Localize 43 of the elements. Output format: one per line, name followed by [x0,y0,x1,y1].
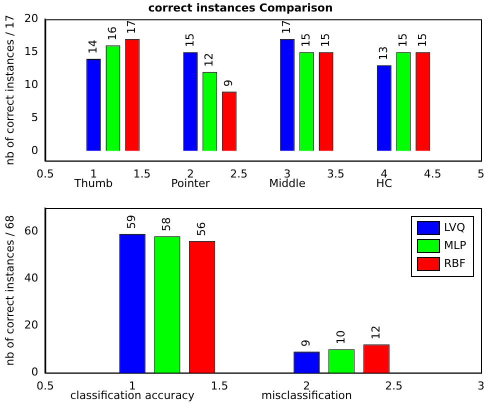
x-tick-label: 1.5 [133,167,151,180]
data-label: 58 [160,217,174,232]
data-label: 12 [202,52,216,67]
x-tick-label: 2.5 [230,167,248,180]
data-label: 15 [183,33,196,48]
x-tick-label: 5 [478,167,484,180]
data-label: 16 [106,26,119,41]
data-label: 9 [300,340,313,347]
y-tick-label: 20 [24,12,38,26]
x-tick-label: 3 [478,379,484,392]
y-tick-label: 0 [31,366,38,379]
x-tick-label: 3.5 [326,167,344,180]
x-tick-label: 2.5 [385,379,403,392]
x-tick-label: 1.5 [210,379,228,392]
y-tick-label: 0 [31,144,38,157]
y-tick-label: 40 [24,271,38,284]
data-label: 17 [125,20,138,34]
legend-label: MLP [444,238,467,252]
data-label: 15 [318,33,332,48]
data-label: 13 [377,46,390,60]
x-tick-label: 4.5 [424,167,442,180]
data-label: 15 [416,33,429,48]
y-tick-label: 10 [24,78,38,91]
y-axis-title: nb of correct instances / 68 [3,215,16,366]
y-tick-label: 5 [31,110,38,124]
data-label: 15 [396,33,410,48]
legend-label: LVQ [444,220,466,234]
x-tick-label: 0.5 [36,379,54,392]
data-label: 17 [280,20,294,34]
data-label: 12 [369,326,382,340]
data-label: 10 [334,330,348,344]
data-label: 56 [194,222,208,236]
y-tick-label: 60 [24,224,38,238]
data-label: 15 [300,33,313,48]
data-label: 9 [222,80,236,87]
data-label: 14 [86,40,100,54]
x-tick-label: 0.5 [36,167,54,180]
chart-title: correct instances Comparison [148,1,333,14]
y-axis-title: nb of correct instances / 17 [3,14,16,166]
data-label: 59 [125,214,138,229]
y-tick-label: 15 [24,44,38,58]
legend-label: RBF [444,256,466,270]
y-tick-label: 20 [24,318,38,332]
